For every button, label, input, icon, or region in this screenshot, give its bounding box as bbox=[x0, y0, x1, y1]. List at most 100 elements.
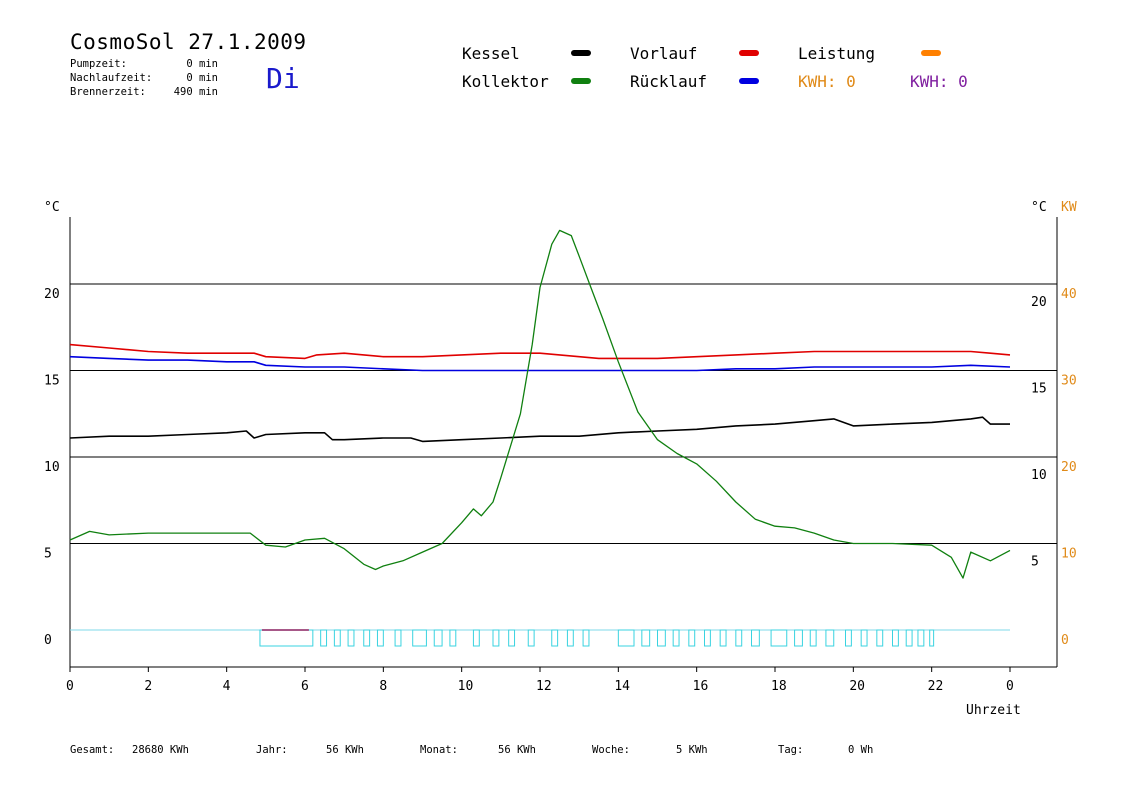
footer-label-tag: Tag: bbox=[778, 744, 804, 756]
activity-box bbox=[770, 629, 788, 647]
activity-box bbox=[794, 629, 803, 647]
activity-box bbox=[551, 629, 559, 647]
activity-box bbox=[860, 629, 868, 647]
activity-box bbox=[641, 629, 651, 647]
activity-box bbox=[905, 629, 913, 647]
y-left-tick-label: 5 bbox=[44, 547, 52, 562]
stat-label-pumpzeit: Pumpzeit: bbox=[70, 58, 127, 70]
series-line-vorlauf bbox=[69, 343, 1011, 360]
activity-box bbox=[492, 629, 500, 647]
legend-label-leistung: Leistung bbox=[798, 44, 876, 63]
y-right2-tick-label: 0 bbox=[1061, 633, 1069, 648]
y-right2-unit-label: KW bbox=[1061, 200, 1077, 215]
stat-value-nachlaufzeit: 0 min bbox=[186, 72, 218, 84]
footer-value-jahr: 56 KWh bbox=[326, 744, 364, 756]
x-axis-label: Uhrzeit bbox=[966, 703, 1021, 718]
y-left-tick-label: 10 bbox=[44, 460, 60, 475]
legend-label-kollektor: Kollektor bbox=[462, 72, 549, 91]
activity-box bbox=[412, 629, 427, 647]
kwh-label-purple: KWH: 0 bbox=[910, 72, 968, 91]
activity-box bbox=[376, 629, 384, 647]
y-left-tick-label: 20 bbox=[44, 287, 60, 302]
activity-box bbox=[333, 629, 341, 647]
activity-box bbox=[433, 629, 443, 647]
x-tick-label: 6 bbox=[301, 679, 309, 694]
y-left-tick-label: 15 bbox=[44, 374, 60, 389]
y-right-tick-label: 20 bbox=[1031, 295, 1047, 310]
stat-value-pumpzeit: 0 min bbox=[186, 58, 218, 70]
y-right2-tick-label: 20 bbox=[1061, 460, 1077, 475]
y-right-unit-label: °C bbox=[1031, 200, 1047, 215]
activity-strip bbox=[259, 629, 935, 647]
series-line-kollektor bbox=[69, 229, 1011, 579]
activity-box bbox=[892, 629, 899, 647]
footer-value-gesamt: 28680 KWh bbox=[132, 744, 189, 756]
footer-value-tag: 0 Wh bbox=[848, 744, 874, 756]
legend-swatch-ruecklauf bbox=[739, 78, 759, 84]
x-tick-label: 4 bbox=[223, 679, 231, 694]
activity-box bbox=[735, 629, 743, 647]
footer-label-monat: Monat: bbox=[420, 744, 458, 756]
stat-value-brennerzeit: 490 min bbox=[173, 86, 218, 98]
x-tick-label: 12 bbox=[536, 679, 552, 694]
activity-box bbox=[672, 629, 680, 647]
legend-swatch-vorlauf bbox=[739, 50, 759, 56]
activity-box bbox=[566, 629, 574, 647]
activity-box bbox=[704, 629, 711, 647]
footer-label-gesamt: Gesamt: bbox=[70, 744, 115, 756]
x-tick-label: 8 bbox=[379, 679, 387, 694]
x-tick-label: 16 bbox=[693, 679, 709, 694]
weekday-label: Di bbox=[266, 62, 300, 95]
activity-box bbox=[719, 629, 727, 647]
activity-box bbox=[347, 629, 355, 647]
legend-swatch-kessel bbox=[571, 50, 591, 56]
activity-box bbox=[449, 629, 457, 647]
kwh-label-orange: KWH: 0 bbox=[798, 72, 856, 91]
activity-box bbox=[582, 629, 590, 647]
activity-box bbox=[688, 629, 696, 647]
activity-box bbox=[876, 629, 884, 647]
x-tick-label: 0 bbox=[1006, 679, 1014, 694]
stat-label-brennerzeit: Brennerzeit: bbox=[70, 86, 146, 98]
series-line-kessel bbox=[69, 416, 1010, 443]
y-right2-tick-label: 30 bbox=[1061, 374, 1077, 389]
activity-box bbox=[259, 629, 314, 647]
footer-label-woche: Woche: bbox=[592, 744, 630, 756]
activity-box bbox=[825, 629, 835, 647]
activity-box bbox=[472, 629, 480, 647]
footer-label-jahr: Jahr: bbox=[256, 744, 288, 756]
activity-box bbox=[917, 629, 925, 647]
activity-box bbox=[657, 629, 666, 647]
series-line-ruecklauf bbox=[69, 355, 1011, 372]
x-tick-label: 2 bbox=[144, 679, 152, 694]
x-tick-label: 10 bbox=[458, 679, 474, 694]
y-left-tick-label: 0 bbox=[44, 633, 52, 648]
y-right-tick-label: 5 bbox=[1031, 555, 1039, 570]
x-tick-label: 14 bbox=[614, 679, 630, 694]
activity-box bbox=[363, 629, 371, 647]
y-right-tick-label: 15 bbox=[1031, 382, 1047, 397]
activity-box bbox=[845, 629, 852, 647]
x-tick-label: 18 bbox=[771, 679, 787, 694]
activity-box bbox=[320, 629, 328, 647]
footer-value-woche: 5 KWh bbox=[676, 744, 708, 756]
activity-box bbox=[929, 629, 935, 647]
stat-label-nachlaufzeit: Nachlaufzeit: bbox=[70, 72, 153, 84]
activity-box bbox=[527, 629, 535, 647]
activity-box bbox=[617, 629, 635, 647]
x-tick-label: 22 bbox=[928, 679, 944, 694]
y-left-unit-label: °C bbox=[44, 200, 60, 215]
x-tick-label: 0 bbox=[66, 679, 74, 694]
x-tick-label: 20 bbox=[849, 679, 865, 694]
legend-swatch-kollektor bbox=[571, 78, 591, 84]
legend-label-vorlauf: Vorlauf bbox=[630, 44, 698, 63]
legend-label-kessel: Kessel bbox=[462, 44, 520, 63]
activity-box bbox=[508, 629, 516, 647]
y-right2-tick-label: 40 bbox=[1061, 287, 1077, 302]
y-right-tick-label: 10 bbox=[1031, 468, 1047, 483]
legend-label-ruecklauf: Rücklauf bbox=[630, 72, 708, 91]
activity-box bbox=[809, 629, 817, 647]
activity-box bbox=[394, 629, 402, 647]
footer-value-monat: 56 KWh bbox=[498, 744, 536, 756]
